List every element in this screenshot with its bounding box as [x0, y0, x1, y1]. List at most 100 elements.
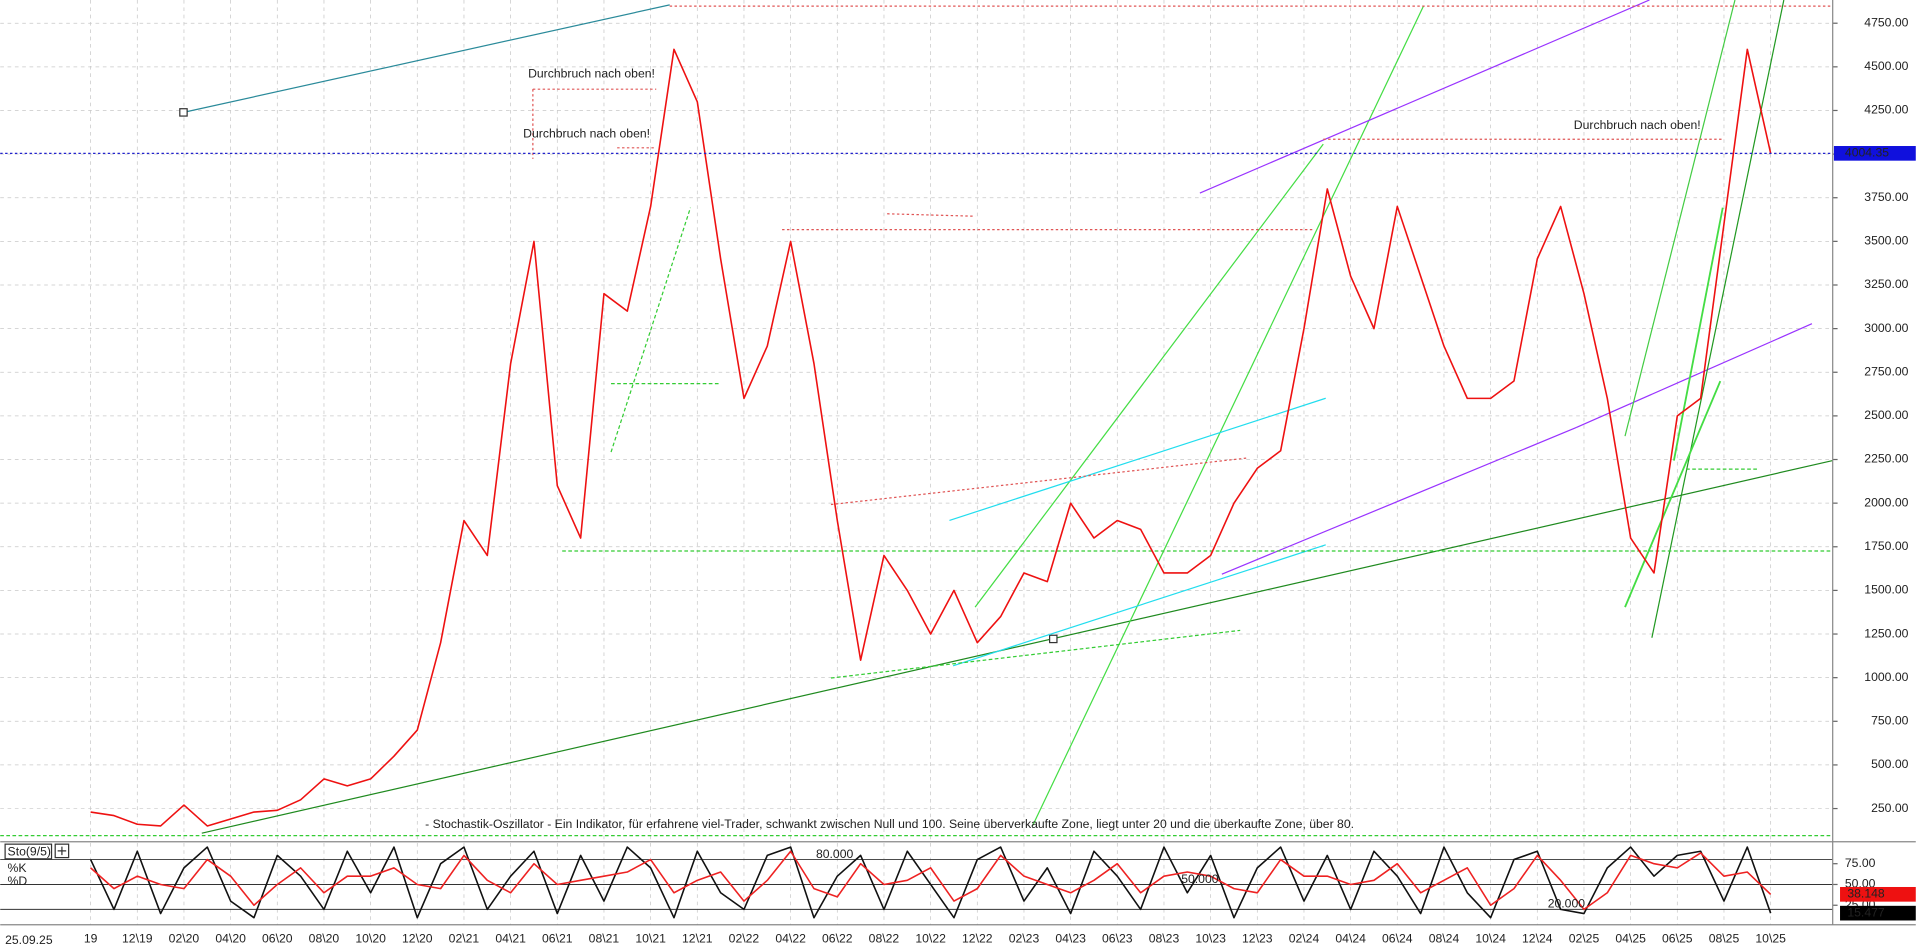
series-line — [90, 48, 1772, 827]
level-line — [610, 207, 692, 453]
x-tick-label: 12\19 — [122, 932, 153, 946]
annotation: Durchbruch nach oben! — [1574, 118, 1701, 132]
y-tick-label: 500.00 — [1871, 757, 1909, 771]
x-tick-label: 10\21 — [635, 932, 666, 946]
y-tick-label: 75.00 — [1845, 856, 1876, 870]
last-price-label: 4004.35 — [1845, 146, 1889, 160]
trend-line — [201, 459, 1833, 834]
x-tick-label: 02\22 — [729, 932, 760, 946]
x-tick-label: 02\24 — [1289, 932, 1320, 946]
x-tick-label: 04\25 — [1615, 932, 1646, 946]
y-tick-label: 1500.00 — [1864, 583, 1908, 597]
x-tick-label: 02\23 — [1009, 932, 1040, 946]
trend-line — [1672, 207, 1724, 461]
x-tick-label: 12\24 — [1522, 932, 1553, 946]
x-tick-label: 04\24 — [1335, 932, 1366, 946]
level-line — [887, 213, 976, 217]
annotation: - Stochastik-Oszillator - Ein Indikator,… — [425, 817, 1354, 831]
y-tick-label: 1250.00 — [1864, 626, 1908, 640]
trend-line — [1624, 380, 1722, 608]
x-tick-label: 08\22 — [869, 932, 900, 946]
legend-entry: %K — [8, 861, 27, 875]
x-tick-label: 12\20 — [402, 932, 433, 946]
x-tick-label: 06\24 — [1382, 932, 1413, 946]
x-tick-label: 12\23 — [1242, 932, 1273, 946]
indicator-box[interactable] — [4, 843, 53, 860]
y-tick-label: 2500.00 — [1864, 408, 1908, 422]
x-tick-label: 10\20 — [355, 932, 386, 946]
annotation: Durchbruch nach oben! — [523, 127, 650, 141]
trend-line — [1651, 0, 1785, 638]
series-line — [90, 850, 1772, 911]
last-price-box — [1833, 146, 1916, 161]
value-label: 15.477 — [1847, 905, 1885, 919]
handle — [179, 108, 188, 117]
y-tick-label: 4750.00 — [1864, 15, 1908, 29]
date-stamp: 25.09.25 — [5, 933, 53, 947]
y-tick-label: 3750.00 — [1864, 190, 1908, 204]
price-marks — [0, 48, 1833, 919]
x-tick-label: 06\23 — [1102, 932, 1133, 946]
level-line — [830, 629, 1241, 679]
add-icon — [57, 846, 67, 856]
trend-line — [952, 544, 1326, 667]
y-tick-label: 2000.00 — [1864, 495, 1908, 509]
y-tick-label: 4500.00 — [1864, 59, 1908, 73]
x-tick-label: 04\20 — [215, 932, 246, 946]
x-tick-label: 04\21 — [495, 932, 526, 946]
trend-line — [1575, 323, 1813, 429]
trend-line — [949, 397, 1326, 522]
level-line — [830, 457, 1247, 506]
x-tick-label: 08\25 — [1709, 932, 1740, 946]
x-tick-label: 08\24 — [1429, 932, 1460, 946]
x-tick-label: 12\21 — [682, 932, 713, 946]
x-tick-label: 10\24 — [1475, 932, 1506, 946]
legend-entry: %D — [8, 874, 28, 888]
y-tick-label: 750.00 — [1871, 714, 1909, 728]
value-box — [1840, 886, 1916, 902]
trend-line — [974, 143, 1324, 608]
x-tick-label: 08\21 — [589, 932, 620, 946]
annotation: Durchbruch nach oben! — [528, 67, 655, 81]
level-label: 50.000 — [1181, 872, 1219, 886]
x-tick-label: 10\22 — [915, 932, 946, 946]
x-tick-label: 02\25 — [1569, 932, 1600, 946]
value-label: 38.148 — [1847, 887, 1885, 901]
y-tick-label: 3250.00 — [1864, 277, 1908, 291]
trend-line — [1624, 0, 1736, 437]
level-label: 80.000 — [816, 847, 854, 861]
y-tick-label: 1000.00 — [1864, 670, 1908, 684]
trend-line — [183, 4, 670, 113]
x-tick-label: 08\23 — [1149, 932, 1180, 946]
x-tick-label: 06\21 — [542, 932, 573, 946]
x-tick-label: 10\25 — [1755, 932, 1786, 946]
labels: 250.00 500.00 750.00 1000.00 1250.00 1500.00 1… — [84, 15, 1916, 946]
x-tick-label: 10\23 — [1195, 932, 1226, 946]
y-tick-label: 1750.00 — [1864, 539, 1908, 553]
y-tick-label: 2250.00 — [1864, 452, 1908, 466]
x-tick-label: 06\22 — [822, 932, 853, 946]
x-tick-label: 04\22 — [775, 932, 806, 946]
x-tick-label: 08\20 — [309, 932, 340, 946]
grid — [0, 0, 1833, 925]
y-tick-label: 3500.00 — [1864, 234, 1908, 248]
x-tick-label: 04\23 — [1055, 932, 1086, 946]
series-line — [89, 846, 1772, 919]
trend-line — [1031, 5, 1424, 827]
trend-line — [1199, 0, 1650, 194]
y-tick-label: 3000.00 — [1864, 321, 1908, 335]
indicator-title: Sto(9/5) — [8, 844, 51, 858]
x-tick-label: 12\22 — [962, 932, 993, 946]
x-tick-label: 19 — [84, 932, 98, 946]
x-tick-label: 02\20 — [169, 932, 200, 946]
y-tick-label: 250.00 — [1871, 801, 1909, 815]
level-label: 20.000 — [1548, 897, 1586, 911]
y-tick-label: 4250.00 — [1864, 103, 1908, 117]
value-box — [1840, 905, 1916, 921]
x-tick-label: 06\20 — [262, 932, 293, 946]
handle — [1049, 634, 1058, 644]
y-tick-label: 2750.00 — [1864, 364, 1908, 378]
x-tick-label: 06\25 — [1662, 932, 1693, 946]
